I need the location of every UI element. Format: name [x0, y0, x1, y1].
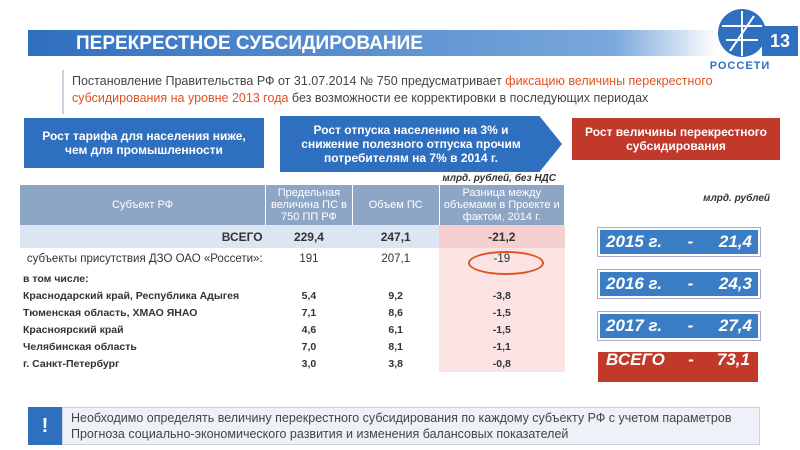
note: Необходимо определять величину перекрест… [62, 407, 760, 445]
cell: 207,1 [381, 253, 411, 265]
note-mark: ! [28, 407, 62, 445]
row: Краснодарский край, Республика Адыгея 5,4… [20, 287, 565, 304]
page-number: 13 [762, 26, 798, 56]
value: 21,4 [718, 232, 752, 251]
logo-icon [718, 9, 766, 57]
cell: Краснодарский край, Республика Адыгея [23, 289, 240, 302]
year: 2017 г. [606, 316, 663, 335]
forecast-box: 2017 г. - 27,4 [598, 312, 760, 340]
step: Рост величины перекрестного субсидирован… [572, 118, 780, 160]
header-text: Субъект РФ [112, 199, 174, 211]
unit-note: млрд. рублей [703, 193, 770, 204]
intro-text: без возможности ее корректировки в после… [288, 91, 649, 105]
header-text: Объем ПС [368, 199, 423, 211]
intro-highlight: фиксацию величины перекрестного субсидир… [72, 74, 713, 105]
cell: Челябинская область [23, 340, 137, 353]
step: Рост отпуска населению на 3% и снижение … [280, 116, 562, 172]
cell: 9,2 [388, 289, 403, 302]
cell: -1,1 [439, 338, 565, 355]
row: Красноярский край 4,6 6,1 -1,5 [20, 321, 565, 338]
cell: -21,2 [439, 225, 565, 248]
cell: 3,8 [388, 357, 403, 370]
sep: - [687, 232, 694, 251]
table: Субъект РФ Предельная величина ПС в 750 П… [20, 185, 566, 372]
forecast-total: ВСЕГО - 73,1 [598, 352, 758, 382]
header-cell: Предельная величина ПС в 750 ПП РФ [265, 185, 353, 225]
intro-text: Постановление Правительства РФ от 31.07.… [72, 74, 506, 88]
forecast-box: 2015 г. - 21,4 [598, 228, 760, 256]
cell: -1,5 [439, 321, 565, 338]
logo-text: РОССЕТИ [709, 60, 771, 72]
cell [439, 270, 565, 287]
cell: -0,8 [439, 355, 565, 372]
cell: 229,4 [265, 225, 353, 248]
forecast-box: 2016 г. - 24,3 [598, 270, 760, 298]
cell: 8,6 [388, 306, 403, 319]
sep: - [687, 316, 694, 335]
cell: ВСЕГО [20, 225, 266, 248]
row: в том числе: [20, 270, 565, 287]
row: ВСЕГО 229,4 247,1 -21,2 [20, 225, 565, 248]
header-cell: Субъект РФ [20, 185, 267, 225]
intro: Постановление Правительства РФ от 31.07.… [62, 70, 760, 114]
cell: Красноярский край [23, 323, 124, 336]
row: г. Санкт-Петербург 3,0 3,8 -0,8 [20, 355, 565, 372]
year: 2016 г. [606, 274, 663, 293]
cell: 7,1 [301, 306, 317, 319]
cell [352, 270, 439, 287]
cell: субъекты присутствия ДЗО ОАО «Россети»: [26, 253, 263, 265]
sep: - [688, 352, 694, 369]
header-cell: Разница между объемами в Проекте и факто… [439, 185, 566, 225]
year: 2015 г. [606, 232, 663, 251]
value: 27,4 [718, 316, 752, 335]
header-row: Субъект РФ Предельная величина ПС в 750 П… [20, 185, 566, 225]
highlight-circle [468, 251, 544, 275]
cell: 8,1 [388, 340, 403, 353]
cell: 3,0 [301, 357, 317, 370]
unit-note: млрд. рублей, без НДС [442, 173, 556, 184]
header-cell: Объем ПС [352, 185, 440, 225]
label: ВСЕГО [606, 352, 665, 369]
title: ПЕРЕКРЕСТНОЕ СУБСИДИРОВАНИЕ [76, 33, 423, 54]
header-text: Разница между объемами в Проекте и факто… [443, 187, 560, 223]
row: Челябинская область 7,0 8,1 -1,1 [20, 338, 565, 355]
sep: - [687, 274, 694, 293]
cell: 247,1 [352, 225, 440, 248]
cell: -1,5 [439, 304, 565, 321]
cell: -3,8 [439, 287, 565, 304]
cell: 191 [299, 253, 319, 265]
cell [266, 270, 353, 287]
cell: 6,1 [388, 323, 403, 336]
step: Рост тарифа для населения ниже, чем для … [24, 118, 264, 168]
cell: Тюменская область, ХМАО ЯНАО [23, 306, 198, 319]
value: 24,3 [718, 274, 752, 293]
header-text: Предельная величина ПС в 750 ПП РФ [271, 187, 347, 223]
cell: в том числе: [23, 272, 89, 285]
row: Тюменская область, ХМАО ЯНАО 7,1 8,6 -1,5 [20, 304, 565, 321]
cell: 7,0 [301, 340, 317, 353]
cell: 5,4 [301, 289, 317, 302]
value: 73,1 [716, 352, 750, 369]
cell: г. Санкт-Петербург [23, 357, 120, 370]
header-bar: ПЕРЕКРЕСТНОЕ СУБСИДИРОВАНИЕ [28, 30, 718, 56]
cell: 4,6 [301, 323, 317, 336]
